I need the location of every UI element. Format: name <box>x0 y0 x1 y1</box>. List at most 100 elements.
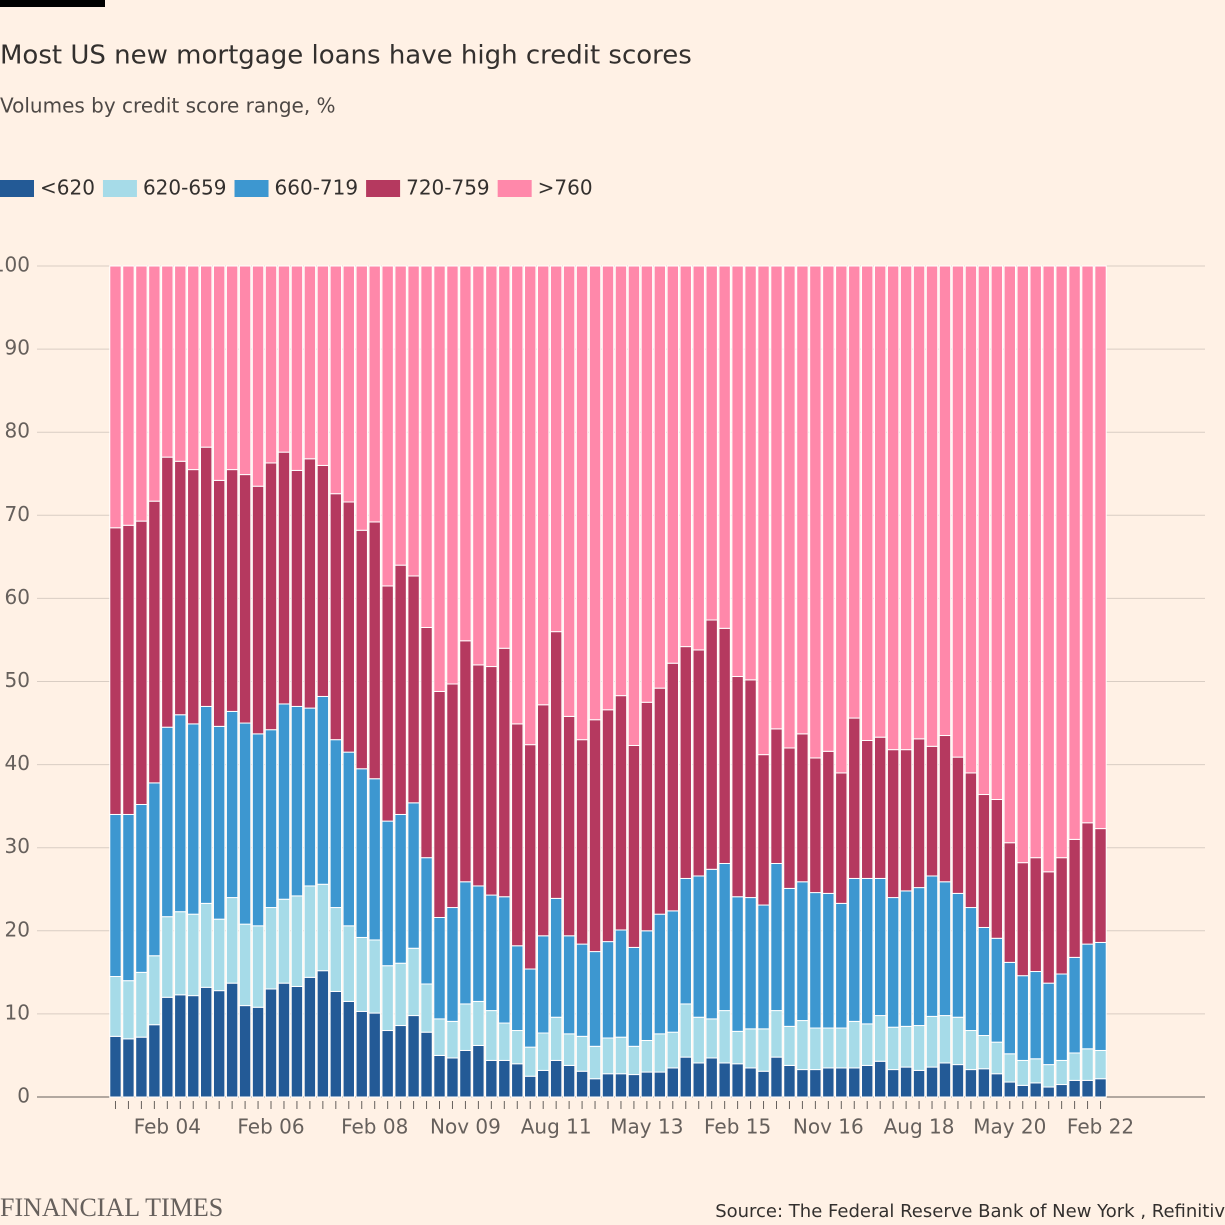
bar-segment <box>225 710 239 899</box>
bar-segment <box>601 265 615 711</box>
bar-segment <box>757 265 770 756</box>
bar-segment <box>303 976 317 1098</box>
bar-segment <box>770 265 783 730</box>
bar-segment <box>174 911 187 996</box>
legend-swatch <box>234 180 269 197</box>
bar-segment <box>329 265 343 495</box>
bar-segment <box>1003 1053 1016 1083</box>
bar-segment <box>873 736 887 879</box>
bar-segment <box>731 676 744 898</box>
bar-segment <box>251 733 265 927</box>
bar-segment <box>912 1069 926 1098</box>
bar-segment <box>848 1020 861 1069</box>
bar-segment <box>290 705 304 897</box>
bar-segment <box>873 877 887 1017</box>
bar-segment <box>472 265 485 666</box>
bar-segment <box>666 910 680 1033</box>
bar-segment <box>536 265 550 706</box>
bar-segment <box>1016 1059 1029 1086</box>
bar-segment <box>575 265 589 741</box>
bar-segment <box>601 941 615 1039</box>
bar-segment <box>1029 265 1042 859</box>
bar-segment <box>912 738 926 889</box>
bar-segment <box>122 1038 135 1098</box>
bar-segment <box>925 1015 939 1068</box>
bar-segment <box>355 529 368 770</box>
x-tick-label: Nov 09 <box>430 1115 501 1139</box>
bar-segment <box>614 265 628 697</box>
bar-segment <box>1029 1058 1042 1084</box>
bar-segment <box>575 739 589 945</box>
bar-segment <box>899 265 913 751</box>
bar-segment <box>187 913 200 997</box>
bar-segment <box>679 877 692 1005</box>
bar-segment <box>264 265 278 464</box>
bar-segment <box>303 265 317 460</box>
bar-segment <box>303 707 317 887</box>
bar-segment <box>835 1027 848 1069</box>
bar-segment <box>549 265 563 633</box>
bar-segment <box>420 1031 433 1098</box>
bar-segment <box>899 1025 913 1068</box>
bar-segment <box>1055 1084 1068 1098</box>
bar-segment <box>174 265 187 462</box>
bar-segment <box>718 1062 731 1098</box>
bar-segment <box>355 1010 368 1098</box>
bar-segment <box>342 1000 355 1098</box>
bar-segment <box>342 925 355 1002</box>
bar-segment <box>640 265 654 703</box>
bar-segment <box>562 715 576 937</box>
bar-segment <box>653 687 667 915</box>
bar-segment <box>1068 838 1081 958</box>
bar-segment <box>835 902 848 1029</box>
bar-segment <box>666 1031 680 1069</box>
bar-segment <box>174 994 187 1098</box>
bar-segment <box>381 265 394 587</box>
bar-segment <box>394 813 407 964</box>
bar-segment <box>161 916 174 998</box>
bar-segment <box>886 265 900 751</box>
bar-segment <box>848 877 861 1022</box>
bar-segment <box>303 885 317 978</box>
bar-segment <box>549 897 563 1018</box>
bar-segment <box>148 500 161 784</box>
bar-segment <box>692 649 705 877</box>
bar-segment <box>718 862 731 1012</box>
bar-segment <box>225 265 239 471</box>
y-tick-label: 10 <box>5 1000 30 1024</box>
bar-segment <box>1081 1048 1094 1081</box>
bar-segment <box>783 1064 796 1098</box>
bar-segment <box>394 1025 407 1098</box>
bar-segment <box>122 524 135 815</box>
bar-segment <box>731 896 744 1032</box>
bar-segment <box>549 1059 563 1098</box>
bar-segment <box>446 1057 459 1098</box>
bar-segment <box>264 462 278 731</box>
bar-segment <box>614 695 628 931</box>
bar-segment <box>886 1026 900 1071</box>
bar-segment <box>562 1033 576 1066</box>
bar-segment <box>381 820 394 967</box>
bar-segment <box>1068 1079 1081 1098</box>
bar-segment <box>705 868 718 1020</box>
bar-segment <box>1081 943 1094 1050</box>
bar-segment <box>588 719 602 953</box>
bar-segment <box>886 749 900 899</box>
bar-segment <box>873 1015 887 1062</box>
bar-segment <box>174 714 187 913</box>
x-tick-label: May 13 <box>610 1115 683 1139</box>
bar-segment <box>925 1066 939 1098</box>
bar-segment <box>290 895 304 987</box>
bar-segment <box>1042 265 1055 873</box>
bar-segment <box>277 451 291 705</box>
x-tick-label: Aug 18 <box>884 1115 955 1139</box>
bar-segment <box>653 265 667 689</box>
bar-segment <box>485 1059 498 1098</box>
bar-segment <box>161 726 174 918</box>
bar-segment <box>148 265 161 502</box>
bar-segment <box>122 813 135 982</box>
bar-segment <box>912 887 926 1027</box>
bar-segment <box>692 265 705 651</box>
bar-segment <box>135 520 148 805</box>
bar-segment <box>964 772 978 909</box>
